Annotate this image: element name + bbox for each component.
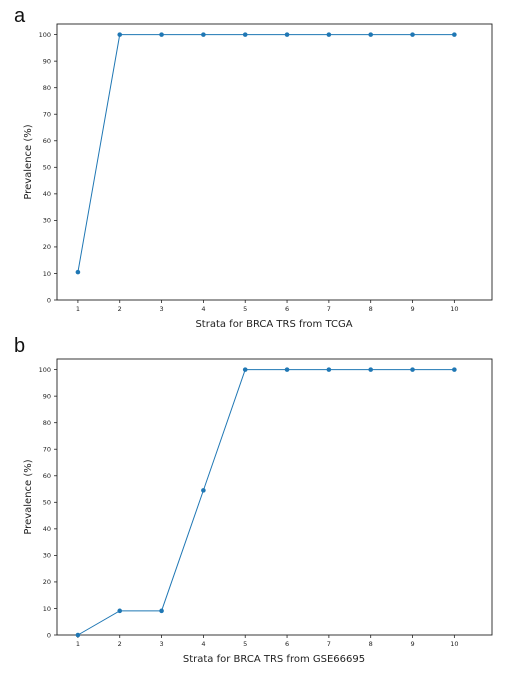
x-tick-label: 7 — [327, 305, 331, 313]
data-points — [75, 32, 457, 275]
x-axis-title: Strata for BRCA TRS from GSE66695 — [183, 654, 365, 665]
chart-a: 0 10 20 30 40 50 60 70 80 90 100 1 2 3 4 5 6 7 8 9 10 Strata… — [23, 23, 493, 330]
y-tick-label: 0 — [47, 631, 51, 639]
data-point — [201, 488, 206, 493]
data-point — [75, 269, 81, 275]
y-tick-label: 50 — [43, 499, 51, 507]
data-point — [159, 608, 164, 614]
y-tick-label: 30 — [43, 217, 51, 225]
x-tick-label: 9 — [410, 640, 414, 648]
x-tick-label: 6 — [285, 305, 289, 313]
plot-frame — [56, 23, 493, 301]
axis-ticks: 0 10 20 30 40 50 60 70 80 90 100 1 2 3 4 5 6 7 8 9 10 — [39, 366, 459, 648]
y-tick-label: 100 — [39, 31, 51, 39]
x-tick-label: 5 — [243, 305, 247, 313]
data-point — [159, 32, 164, 37]
data-point — [242, 32, 248, 37]
x-tick-label: 9 — [410, 305, 414, 313]
data-points — [75, 367, 457, 638]
data-point — [242, 367, 248, 372]
y-tick-label: 30 — [43, 552, 51, 560]
x-tick-label: 10 — [450, 305, 458, 313]
x-tick-label: 4 — [201, 305, 205, 313]
data-point — [284, 32, 290, 37]
panel-label-b: b — [14, 335, 26, 357]
x-tick-label: 7 — [327, 640, 331, 648]
x-tick-label: 1 — [76, 640, 80, 648]
y-tick-label: 0 — [47, 296, 51, 304]
y-tick-label: 40 — [43, 190, 51, 198]
y-axis-title: Prevalence (%) — [23, 459, 34, 534]
y-tick-label: 100 — [39, 366, 51, 374]
panel-label-a: a — [14, 5, 26, 27]
series-line — [77, 369, 455, 636]
y-tick-label: 90 — [43, 392, 51, 400]
y-tick-label: 80 — [43, 84, 51, 92]
chart-b: 0 10 20 30 40 50 60 70 80 90 100 1 2 3 4 5 6 7 8 9 10 Strata… — [23, 358, 493, 665]
y-tick-label: 20 — [43, 578, 51, 586]
y-tick-label: 20 — [43, 243, 51, 251]
y-tick-label: 80 — [43, 419, 51, 427]
x-tick-label: 5 — [243, 640, 247, 648]
y-tick-label: 40 — [43, 525, 51, 533]
x-tick-label: 3 — [159, 305, 163, 313]
x-tick-label: 6 — [285, 640, 289, 648]
data-point — [284, 367, 290, 372]
y-axis-title: Prevalence (%) — [23, 124, 34, 199]
data-point — [201, 32, 206, 37]
x-axis-title: Strata for BRCA TRS from TCGA — [195, 319, 352, 330]
x-tick-label: 8 — [369, 305, 373, 313]
y-tick-label: 10 — [43, 270, 51, 278]
x-tick-label: 8 — [369, 640, 373, 648]
x-tick-label: 1 — [76, 305, 80, 313]
data-point — [117, 32, 123, 37]
data-point — [117, 608, 123, 614]
x-tick-label: 2 — [118, 640, 122, 648]
data-point — [452, 367, 457, 372]
y-tick-label: 70 — [43, 111, 51, 119]
y-tick-label: 70 — [43, 446, 51, 454]
y-tick-label: 50 — [43, 164, 51, 172]
data-point — [452, 32, 457, 37]
data-point — [410, 367, 415, 372]
data-point — [368, 32, 374, 37]
plot-frame — [56, 358, 493, 636]
x-tick-label: 2 — [118, 305, 122, 313]
y-tick-label: 10 — [43, 605, 51, 613]
y-tick-label: 60 — [43, 137, 51, 145]
data-point — [410, 32, 415, 37]
x-tick-label: 10 — [450, 640, 458, 648]
data-point — [75, 632, 81, 638]
x-tick-label: 4 — [201, 640, 205, 648]
x-tick-label: 3 — [159, 640, 163, 648]
data-point — [326, 367, 332, 372]
axis-ticks: 0 10 20 30 40 50 60 70 80 90 100 1 2 3 4 5 6 7 8 9 10 — [39, 31, 459, 313]
y-tick-label: 60 — [43, 472, 51, 480]
series-line — [77, 34, 455, 273]
data-point — [368, 367, 374, 372]
data-point — [326, 32, 332, 37]
y-tick-label: 90 — [43, 57, 51, 65]
